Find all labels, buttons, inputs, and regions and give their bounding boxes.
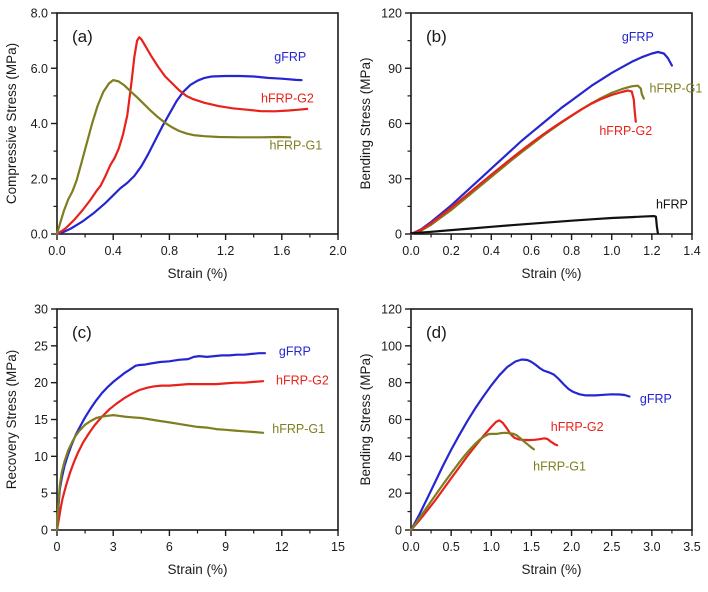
y-tick-label: 120 [381, 303, 402, 317]
x-tick-label: 0.4 [483, 244, 500, 258]
y-tick-label: 40 [388, 450, 402, 464]
x-tick-label: 15 [331, 540, 345, 554]
series-label-gFRP: gFRP [622, 30, 654, 44]
y-tick-label: 0.0 [31, 228, 48, 242]
x-tick-label: 3 [110, 540, 117, 554]
y-tick-label: 0 [41, 524, 48, 538]
series-line-hFRP-G2 [55, 380, 265, 532]
y-tick-label: 2.0 [31, 172, 48, 186]
x-tick-label: 0.4 [105, 244, 122, 258]
x-tick-label: 1.0 [483, 540, 500, 554]
y-tick-label: 5 [41, 487, 48, 501]
x-tick-label: 1.0 [603, 244, 620, 258]
y-tick-label: 20 [388, 487, 402, 501]
x-tick-label: 0.0 [402, 540, 419, 554]
y-tick-label: 0 [395, 228, 402, 242]
x-axis-title: Strain (%) [521, 562, 581, 577]
x-tick-label: 0.8 [563, 244, 580, 258]
series-line-gFRP [55, 352, 266, 532]
y-tick-label: 60 [388, 413, 402, 427]
x-axis-title: Strain (%) [521, 266, 581, 281]
plot-frame [56, 12, 339, 235]
x-tick-label: 3.5 [683, 540, 700, 554]
series-label-gFRP: gFRP [274, 50, 306, 64]
panel-letter: (c) [72, 323, 92, 342]
x-tick-label: 0.5 [442, 540, 459, 554]
panel-a-chart: 0.0 0.4 0.8 1.2 1.6 2.0 0.0 2.0 4.0 6.0 8.0 Strain … [4, 7, 347, 282]
series-line-hFRP-G1 [55, 78, 292, 236]
x-axis-title: Strain (%) [167, 562, 227, 577]
y-tick-label: 8.0 [31, 7, 48, 21]
x-tick-label: 0.0 [402, 244, 419, 258]
y-axis-title: Bending Stress (MPa) [358, 353, 373, 485]
series-label-gFRP: gFRP [640, 392, 672, 406]
series-label-hFRP-G1: hFRP-G1 [533, 459, 586, 473]
x-tick-label: 0.0 [48, 244, 65, 258]
y-tick-label: 120 [381, 7, 402, 21]
x-tick-label: 0.8 [161, 244, 178, 258]
x-tick-label: 1.2 [643, 244, 660, 258]
panel-letter: (b) [426, 27, 447, 46]
x-tick-label: 1.6 [273, 244, 290, 258]
series-label-hFRP-G1: hFRP-G1 [272, 422, 325, 436]
y-tick-label: 30 [388, 172, 402, 186]
series-label-hFRP-G1: hFRP-G1 [269, 139, 322, 153]
y-tick-label: 15 [34, 413, 48, 427]
x-tick-label: 9 [222, 540, 229, 554]
x-tick-label: 1.5 [523, 540, 540, 554]
x-tick-label: 1.4 [683, 244, 700, 258]
panel-c-chart: 0 3 6 9 12 15 0 5 10 15 20 25 30 Strain (%) Recovery S… [4, 303, 345, 578]
series-line-hFRP-G1 [409, 431, 535, 532]
series-line-hFRP-G2 [409, 419, 559, 532]
series-line-hFRP-G1 [55, 413, 265, 532]
y-tick-label: 90 [388, 62, 402, 76]
x-tick-label: 2.0 [563, 540, 580, 554]
y-tick-label: 6.0 [31, 62, 48, 76]
x-tick-label: 2.0 [329, 244, 346, 258]
x-tick-label: 0.6 [523, 244, 540, 258]
series-line-gFRP [409, 50, 673, 236]
series-label-hFRP-G2: hFRP-G2 [261, 92, 314, 106]
x-tick-label: 12 [275, 540, 289, 554]
x-tick-label: 0 [54, 540, 61, 554]
series-line-hFRP-G2 [409, 89, 637, 236]
x-tick-label: 2.5 [603, 540, 620, 554]
y-tick-label: 10 [34, 450, 48, 464]
panel-b-chart: 0.0 0.2 0.4 0.6 0.8 1.0 1.2 1.4 0 30 60 90 120 Strain… [358, 7, 703, 282]
panel-letter: (a) [72, 27, 93, 46]
series-label-gFRP: gFRP [279, 345, 311, 359]
y-tick-label: 25 [34, 339, 48, 353]
series-label-hFRP: hFRP [656, 198, 688, 212]
series-label-hFRP-G2: hFRP-G2 [551, 420, 604, 434]
series-label-hFRP-G1: hFRP-G1 [650, 82, 703, 96]
series-line-gFRP [409, 358, 631, 532]
series-line-hFRP-G2 [55, 36, 309, 236]
x-tick-label: 0.2 [442, 244, 459, 258]
series-line-hFRP [409, 215, 659, 235]
y-tick-label: 20 [34, 376, 48, 390]
x-tick-label: 6 [166, 540, 173, 554]
x-tick-label: 3.0 [643, 540, 660, 554]
y-axis-title: Compressive Stress (MPa) [4, 43, 19, 204]
series-label-hFRP-G2: hFRP-G2 [276, 373, 329, 387]
panel-d-chart: 0.0 0.5 1.0 1.5 2.0 2.5 3.0 3.5 0 20 40 60 80 100 120 S… [358, 303, 701, 578]
x-tick-label: 1.2 [217, 244, 234, 258]
x-axis-title: Strain (%) [167, 266, 227, 281]
panel-letter: (d) [426, 323, 447, 342]
y-tick-label: 4.0 [31, 117, 48, 131]
y-tick-label: 80 [388, 376, 402, 390]
series-label-hFRP-G2: hFRP-G2 [599, 124, 652, 138]
y-tick-label: 100 [381, 339, 402, 353]
y-axis-title: Bending Stress (MPa) [358, 57, 373, 189]
y-tick-label: 60 [388, 117, 402, 131]
y-axis-title: Recovery Stress (MPa) [4, 350, 19, 490]
y-tick-label: 30 [34, 303, 48, 317]
series-line-gFRP [55, 74, 303, 236]
y-tick-label: 0 [395, 524, 402, 538]
